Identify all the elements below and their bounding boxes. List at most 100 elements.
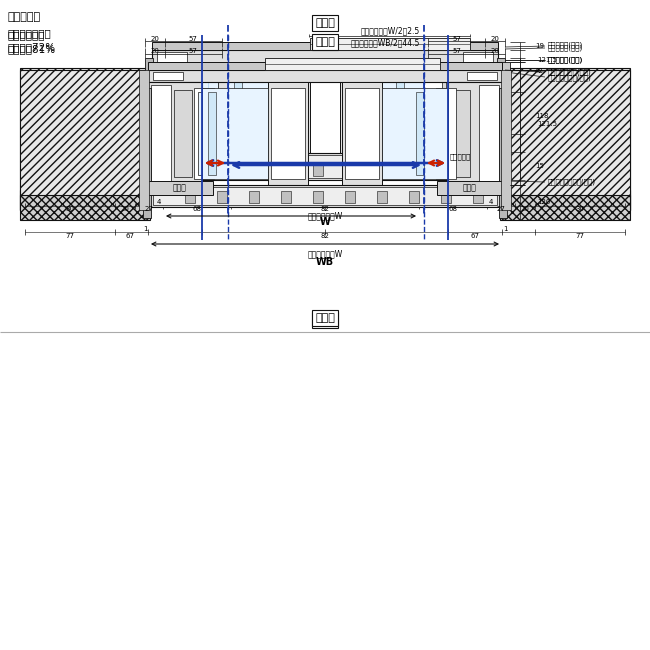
Text: 57: 57 bbox=[188, 36, 198, 42]
Polygon shape bbox=[500, 195, 630, 220]
Text: 57: 57 bbox=[452, 48, 462, 54]
Bar bbox=[420, 72, 442, 145]
Bar bbox=[345, 164, 355, 176]
Bar bbox=[176, 74, 194, 143]
Bar bbox=[153, 67, 173, 150]
Text: WB: WB bbox=[316, 257, 334, 267]
Bar bbox=[139, 70, 149, 210]
Text: 30: 30 bbox=[575, 206, 584, 212]
Bar bbox=[428, 74, 446, 143]
Polygon shape bbox=[20, 68, 145, 210]
Text: 27: 27 bbox=[144, 206, 153, 212]
Text: 透湿防水シート(別途): 透湿防水シート(別途) bbox=[548, 75, 592, 81]
Text: 121.5: 121.5 bbox=[537, 120, 557, 127]
Text: 57: 57 bbox=[452, 36, 462, 42]
Text: 42: 42 bbox=[535, 68, 544, 74]
Bar bbox=[249, 191, 259, 203]
Text: 外付けサッシ: 外付けサッシ bbox=[8, 30, 46, 40]
Bar bbox=[157, 52, 187, 63]
Bar bbox=[143, 88, 151, 218]
Bar bbox=[343, 72, 377, 145]
Bar bbox=[202, 88, 268, 179]
Text: 121.5: 121.5 bbox=[537, 57, 557, 63]
Bar bbox=[396, 76, 404, 141]
Text: 透湿防水シート(別途): 透湿防水シート(別途) bbox=[548, 69, 592, 75]
Text: 77: 77 bbox=[575, 233, 584, 239]
Text: 1: 1 bbox=[143, 226, 148, 232]
Bar bbox=[441, 191, 451, 203]
Text: 20: 20 bbox=[151, 48, 159, 54]
Bar bbox=[270, 64, 310, 153]
Bar bbox=[234, 76, 242, 141]
Text: 20: 20 bbox=[120, 206, 129, 212]
Bar bbox=[409, 164, 419, 176]
Text: 内法基準寸法W: 内法基準寸法W bbox=[307, 211, 343, 220]
Bar bbox=[185, 191, 195, 203]
Bar bbox=[380, 72, 424, 145]
Bar bbox=[148, 185, 502, 207]
Bar bbox=[473, 191, 483, 203]
Text: 網戸出来幅＝WB/2＋44.5: 網戸出来幅＝WB/2＋44.5 bbox=[350, 38, 420, 47]
Polygon shape bbox=[505, 70, 630, 210]
Text: 118: 118 bbox=[535, 113, 549, 119]
Text: 57: 57 bbox=[188, 48, 198, 54]
Bar bbox=[488, 179, 500, 195]
Bar bbox=[217, 191, 227, 203]
Text: 20: 20 bbox=[521, 206, 530, 212]
Polygon shape bbox=[505, 68, 630, 210]
Bar bbox=[151, 85, 171, 182]
Text: 68: 68 bbox=[192, 206, 202, 212]
Text: 68: 68 bbox=[448, 206, 458, 212]
Text: 防湿気密フィルム(別途): 防湿気密フィルム(別途) bbox=[548, 179, 596, 185]
Text: 20: 20 bbox=[491, 36, 499, 42]
Bar bbox=[273, 72, 307, 145]
Bar bbox=[202, 78, 218, 139]
Bar bbox=[452, 90, 470, 177]
Text: 77: 77 bbox=[66, 233, 75, 239]
Bar bbox=[377, 191, 387, 203]
Bar bbox=[155, 155, 493, 178]
Bar bbox=[498, 62, 510, 110]
Bar bbox=[281, 191, 291, 203]
Polygon shape bbox=[20, 190, 150, 210]
Text: 4: 4 bbox=[489, 199, 493, 205]
Bar bbox=[377, 164, 387, 176]
Text: 室内側: 室内側 bbox=[315, 313, 335, 323]
Text: 外部側: 外部側 bbox=[315, 18, 335, 28]
Polygon shape bbox=[500, 190, 630, 210]
Text: ガラス率81%: ガラス率81% bbox=[8, 44, 56, 54]
Bar bbox=[424, 64, 500, 153]
Bar bbox=[501, 70, 511, 210]
Bar bbox=[441, 164, 451, 176]
Bar bbox=[436, 88, 456, 179]
Bar bbox=[409, 191, 419, 203]
Text: 4: 4 bbox=[157, 199, 161, 205]
Bar bbox=[473, 164, 483, 176]
Bar bbox=[402, 78, 418, 139]
Bar bbox=[196, 72, 218, 145]
Text: 外部側: 外部側 bbox=[315, 37, 335, 47]
Text: 19: 19 bbox=[535, 43, 544, 49]
Text: 27: 27 bbox=[497, 206, 506, 212]
Text: 120: 120 bbox=[537, 200, 551, 205]
Text: シーリング(別途): シーリング(別途) bbox=[548, 42, 583, 48]
Bar bbox=[416, 92, 424, 175]
Text: 内障子: 内障子 bbox=[173, 183, 187, 192]
Bar bbox=[434, 92, 448, 175]
Bar bbox=[313, 191, 323, 203]
Text: 67: 67 bbox=[125, 233, 135, 239]
Text: 30: 30 bbox=[66, 206, 75, 212]
Bar bbox=[153, 72, 183, 80]
Bar bbox=[185, 164, 195, 176]
Bar bbox=[228, 72, 270, 145]
Bar bbox=[310, 38, 470, 50]
Bar bbox=[479, 85, 499, 182]
Text: ガラス率72%: ガラス率72% bbox=[8, 42, 56, 52]
Bar bbox=[194, 88, 214, 179]
Text: フォレスタ: フォレスタ bbox=[450, 153, 471, 161]
Text: 網戸出来幅＝W/2－2.5: 網戸出来幅＝W/2－2.5 bbox=[360, 26, 420, 35]
Bar bbox=[150, 64, 228, 153]
Bar bbox=[217, 164, 227, 176]
Bar bbox=[208, 92, 216, 175]
Bar bbox=[148, 82, 202, 185]
